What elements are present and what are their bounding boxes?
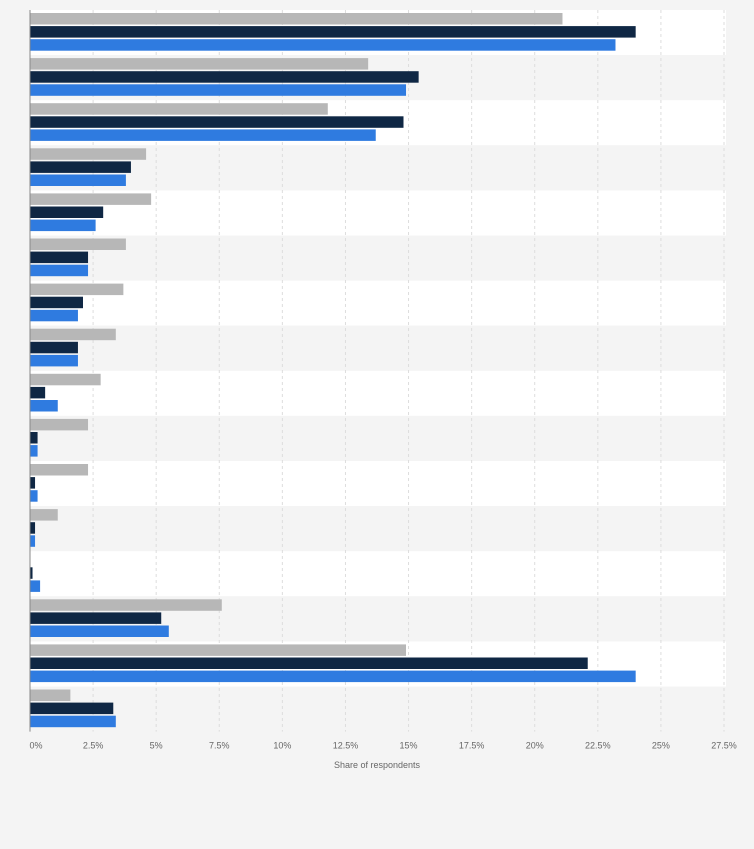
- x-tick-label: 7.5%: [209, 741, 230, 751]
- x-tick-label: 17.5%: [459, 741, 485, 751]
- bar: [30, 26, 636, 38]
- bar: [30, 715, 116, 728]
- row-band: [30, 370, 726, 416]
- bar: [30, 509, 58, 521]
- row-band: [30, 280, 726, 326]
- bar: [30, 373, 101, 386]
- bar: [30, 174, 126, 186]
- bar: [30, 341, 78, 354]
- bar: [30, 625, 169, 637]
- bar: [30, 567, 33, 579]
- row-band: [30, 506, 726, 552]
- row-band: [30, 461, 726, 507]
- bar: [30, 445, 38, 457]
- x-tick-label: 5%: [150, 741, 163, 751]
- row-band: [30, 415, 726, 461]
- x-tick-label: 22.5%: [585, 741, 611, 751]
- x-tick-labels: 0% 2.5% 5% 7.5% 10% 12.5% 15% 17.5% 20% 22.5% 25% 2…: [29, 741, 736, 751]
- x-tick-label: 27.5%: [711, 741, 737, 751]
- bar: [30, 689, 71, 701]
- bar: [30, 251, 89, 264]
- bar: [30, 490, 38, 502]
- bar: [30, 702, 114, 715]
- bar: [30, 644, 407, 656]
- row-band: [30, 325, 726, 371]
- bar: [30, 219, 96, 232]
- bar: [30, 354, 78, 367]
- x-tick-label: 20%: [526, 741, 544, 751]
- x-tick-label: 25%: [652, 741, 670, 751]
- bar: [30, 328, 116, 341]
- bar: [30, 386, 46, 399]
- bar: [30, 535, 36, 547]
- bar: [30, 670, 636, 683]
- x-tick-label: 10%: [273, 741, 291, 751]
- bar: [30, 84, 407, 96]
- bar: [30, 58, 369, 70]
- bar: [30, 206, 104, 218]
- bar: [30, 477, 36, 489]
- bar: [30, 129, 376, 141]
- bar: [30, 432, 38, 444]
- bar: [30, 400, 58, 412]
- bar: [30, 13, 563, 25]
- x-axis-title: Share of respondents: [334, 760, 421, 770]
- bar: [30, 599, 222, 611]
- bar: [30, 309, 78, 322]
- bar: [30, 116, 404, 128]
- bar: [30, 418, 89, 431]
- row-bands: [30, 10, 726, 732]
- bar: [30, 612, 162, 624]
- bar: [30, 103, 328, 115]
- bar: [30, 161, 131, 173]
- row-band: [30, 551, 726, 597]
- bars: [30, 13, 636, 728]
- row-band: [30, 235, 726, 281]
- bar: [30, 39, 616, 51]
- bar: [30, 464, 89, 476]
- bar: [30, 296, 83, 309]
- bar: [30, 148, 147, 160]
- x-tick-label: 2.5%: [83, 741, 104, 751]
- x-tick-label: 15%: [400, 741, 418, 751]
- x-tick-label: 0%: [29, 741, 42, 751]
- bar: [30, 193, 152, 205]
- bar: [30, 238, 126, 250]
- bar: [30, 264, 89, 277]
- bar: [30, 657, 588, 669]
- bar: [30, 71, 419, 83]
- row-band: [30, 686, 726, 732]
- bar: [30, 522, 36, 534]
- bar: [30, 580, 41, 592]
- bar: [30, 283, 124, 296]
- x-tick-label: 12.5%: [333, 741, 359, 751]
